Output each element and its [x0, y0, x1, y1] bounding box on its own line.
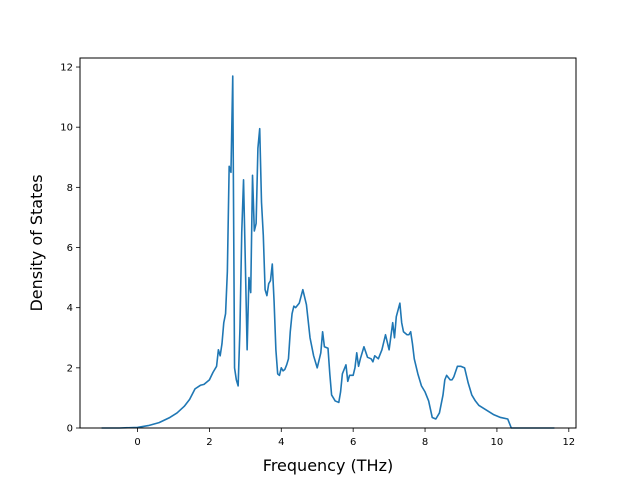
series-line-0 — [101, 75, 555, 429]
axis-ticks: 0 2 4 6 8 10 12 0 2 4 6 8 10 12 — [60, 63, 575, 448]
x-tick-label: 8 — [422, 437, 428, 448]
y-tick-label: 10 — [60, 123, 73, 134]
y-tick-label: 2 — [67, 363, 73, 374]
x-tick-label: 0 — [134, 437, 140, 448]
y-tick-label: 0 — [67, 424, 73, 435]
x-tick-label: 6 — [350, 437, 356, 448]
y-axis-label: Density of States — [27, 174, 46, 311]
y-tick-label: 6 — [67, 243, 73, 254]
y-tick-label: 12 — [60, 63, 73, 74]
y-tick-label: 8 — [67, 183, 73, 194]
plot-frame — [79, 57, 577, 429]
y-tick-label: 4 — [67, 303, 73, 314]
x-tick-label: 10 — [491, 437, 504, 448]
x-tick-label: 2 — [206, 437, 212, 448]
x-tick-label: 12 — [562, 437, 575, 448]
x-axis-label: Frequency (THz) — [263, 456, 393, 475]
plot-background — [80, 58, 576, 428]
x-tick-label: 4 — [278, 437, 284, 448]
chart-marks — [101, 75, 555, 429]
